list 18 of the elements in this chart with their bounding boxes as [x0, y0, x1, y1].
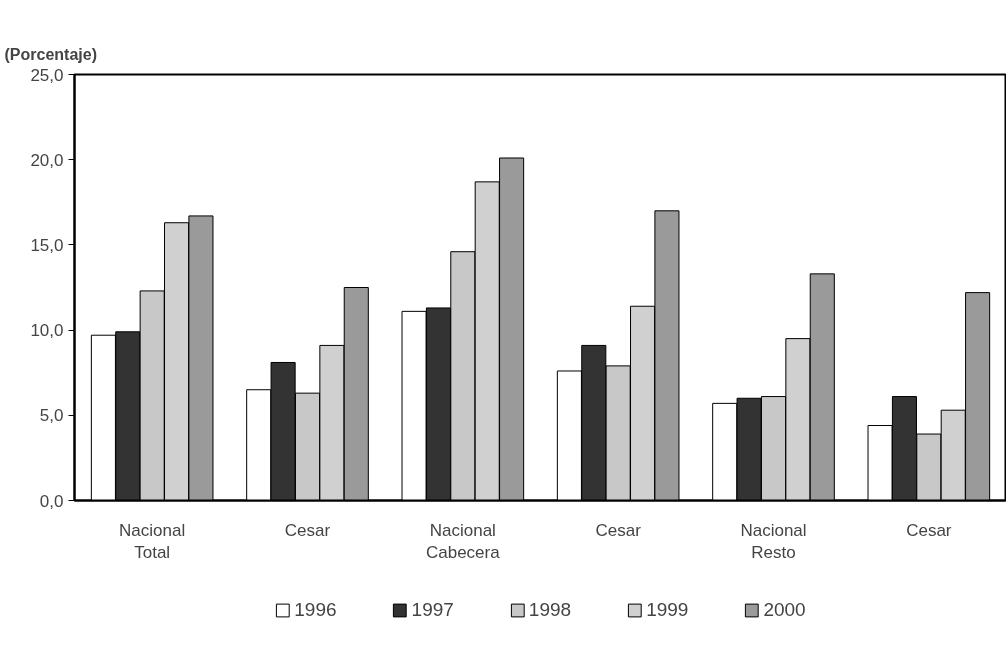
y-tick-label: 10,0 [30, 321, 64, 341]
legend-label: 1999 [646, 599, 689, 621]
x-tick-label: Cesar [595, 520, 642, 540]
legend-label: 1997 [411, 599, 454, 621]
legend-label: 1996 [294, 599, 337, 621]
x-tick-label: Cesar [906, 520, 952, 540]
x-tick-label: Nacional Cabecera [425, 520, 501, 563]
y-tick-label: 0,0 [39, 491, 64, 511]
x-tick-label: Cesar [284, 520, 331, 540]
y-tick-label: 25,0 [30, 65, 64, 85]
y-tick-label: 20,0 [30, 150, 64, 170]
y-tick-label: 15,0 [30, 235, 64, 255]
y-tick-label: 5,0 [39, 406, 64, 426]
x-tick-label: Nacional Resto [740, 520, 807, 563]
x-tick-label: Nacional Total [119, 520, 186, 563]
legend-label: 2000 [763, 599, 806, 621]
y-axis-title: (Porcentaje) [4, 45, 97, 63]
legend-label: 1998 [528, 599, 572, 621]
